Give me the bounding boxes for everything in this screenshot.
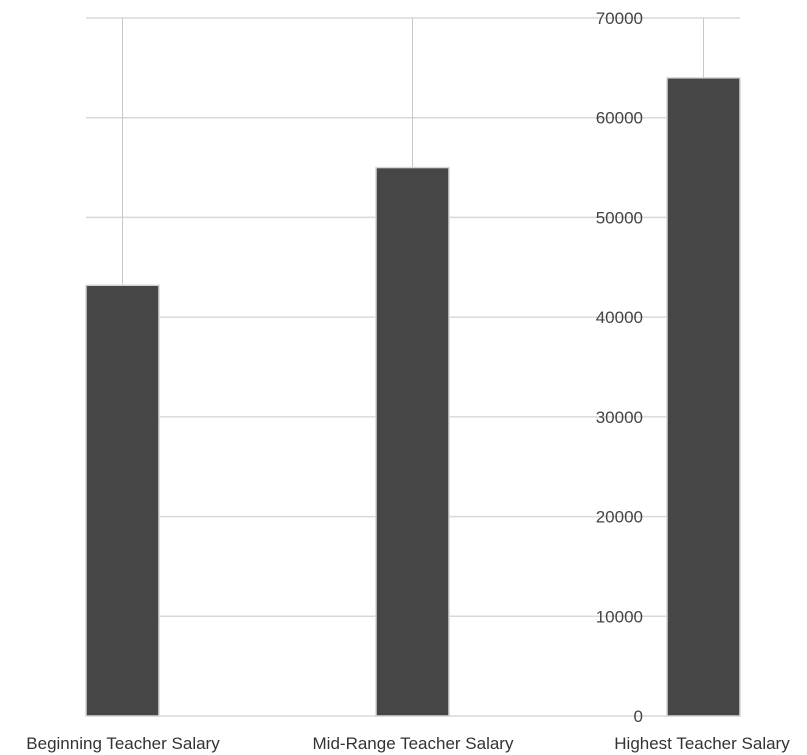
bars [85,77,741,717]
y-tick-label: 10000 [596,607,643,626]
bar-1 [85,284,160,717]
y-tick-label: 60000 [596,109,643,128]
x-tick-label: Beginning Teacher Salary [26,734,220,753]
y-tick-label: 30000 [596,408,643,427]
y-tick-label: 40000 [596,308,643,327]
y-tick-label: 50000 [596,208,643,227]
x-tick-label: Mid-Range Teacher Salary [313,734,514,753]
y-tick-label: 20000 [596,508,643,527]
y-axis-tick-labels: 0 10000 20000 30000 40000 50000 60000 70000 [596,9,643,726]
bar-3 [666,77,741,717]
bar-2 [375,166,450,717]
y-tick-label: 0 [634,707,643,726]
x-tick-label: Highest Teacher Salary [614,734,790,753]
y-tick-label: 70000 [596,9,643,28]
x-axis-category-labels: Beginning Teacher Salary Mid-Range Teache… [26,734,790,753]
